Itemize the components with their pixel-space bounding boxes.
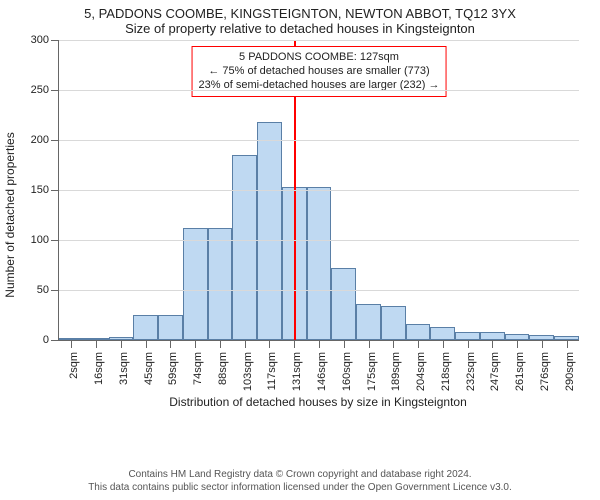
plot-area: 5 PADDONS COOMBE: 127sqm ← 75% of detach… xyxy=(58,40,579,341)
bar xyxy=(381,306,406,340)
gridline xyxy=(59,140,579,141)
x-tick xyxy=(468,340,469,348)
x-tick-label: 160sqm xyxy=(341,352,353,391)
x-tick xyxy=(418,340,419,348)
x-tick-label: 276sqm xyxy=(539,352,551,391)
footer-attribution: Contains HM Land Registry data © Crown c… xyxy=(0,469,600,494)
x-axis-label: Distribution of detached houses by size … xyxy=(68,395,568,409)
y-tick-label: 0 xyxy=(43,334,59,346)
x-tick xyxy=(443,340,444,348)
x-tick xyxy=(96,340,97,348)
y-tick-label: 250 xyxy=(31,84,59,96)
x-tick xyxy=(393,340,394,348)
y-tick-label: 50 xyxy=(37,284,59,296)
x-tick xyxy=(269,340,270,348)
x-tick-label: 31sqm xyxy=(118,352,130,385)
footer-line-2: This data contains public sector informa… xyxy=(0,482,600,495)
x-tick xyxy=(517,340,518,348)
x-tick xyxy=(146,340,147,348)
y-tick-label: 200 xyxy=(31,134,59,146)
x-tick xyxy=(71,340,72,348)
x-tick-label: 117sqm xyxy=(266,352,278,390)
plot-frame: Number of detached properties 5 PADDONS … xyxy=(58,40,578,390)
x-tick-label: 204sqm xyxy=(415,352,427,391)
chart-title-sub: Size of property relative to detached ho… xyxy=(0,21,600,40)
x-tick-label: 247sqm xyxy=(489,352,501,391)
y-tick-label: 100 xyxy=(31,234,59,246)
bar xyxy=(307,187,332,340)
x-tick xyxy=(567,340,568,348)
bar xyxy=(257,122,282,340)
footer-line-1: Contains HM Land Registry data © Crown c… xyxy=(0,469,600,482)
x-tick-label: 16sqm xyxy=(93,352,105,385)
x-tick xyxy=(170,340,171,348)
y-axis-label: Number of detached properties xyxy=(3,132,17,297)
bar xyxy=(208,228,233,340)
bar xyxy=(430,327,455,340)
gridline xyxy=(59,190,579,191)
x-tick xyxy=(121,340,122,348)
bar xyxy=(455,332,480,340)
gridline xyxy=(59,240,579,241)
x-tick-label: 88sqm xyxy=(217,352,229,385)
x-tick-label: 261sqm xyxy=(514,352,526,391)
x-tick xyxy=(492,340,493,348)
x-tick xyxy=(542,340,543,348)
x-tick xyxy=(369,340,370,348)
x-tick-label: 146sqm xyxy=(316,352,328,391)
x-tick-label: 218sqm xyxy=(440,352,452,391)
gridline xyxy=(59,40,579,41)
x-tick-label: 290sqm xyxy=(564,352,576,391)
y-tick-label: 150 xyxy=(31,184,59,196)
x-tick-label: 232sqm xyxy=(465,352,477,391)
x-tick xyxy=(344,340,345,348)
x-tick-label: 103sqm xyxy=(242,352,254,391)
x-tick xyxy=(319,340,320,348)
annotation-line-1: 5 PADDONS COOMBE: 127sqm xyxy=(199,51,440,65)
gridline xyxy=(59,290,579,291)
bar xyxy=(480,332,505,340)
x-tick-label: 59sqm xyxy=(167,352,179,385)
bar xyxy=(356,304,381,340)
bar xyxy=(406,324,431,340)
y-tick-label: 300 xyxy=(31,34,59,46)
x-tick xyxy=(294,340,295,348)
bar xyxy=(232,155,257,340)
x-tick-label: 189sqm xyxy=(390,352,402,391)
x-tick xyxy=(245,340,246,348)
chart-title-main: 5, PADDONS COOMBE, KINGSTEIGNTON, NEWTON… xyxy=(0,0,600,21)
bar xyxy=(331,268,356,340)
bar xyxy=(133,315,158,340)
x-tick-label: 131sqm xyxy=(291,352,303,391)
x-tick xyxy=(220,340,221,348)
annotation-line-2: ← 75% of detached houses are smaller (77… xyxy=(199,65,440,79)
gridline xyxy=(59,90,579,91)
x-tick-label: 45sqm xyxy=(143,352,155,385)
x-tick-label: 175sqm xyxy=(366,352,378,391)
x-tick-label: 74sqm xyxy=(192,352,204,385)
x-tick xyxy=(195,340,196,348)
bar xyxy=(158,315,183,340)
bar xyxy=(183,228,208,340)
x-tick-label: 2sqm xyxy=(68,352,80,379)
